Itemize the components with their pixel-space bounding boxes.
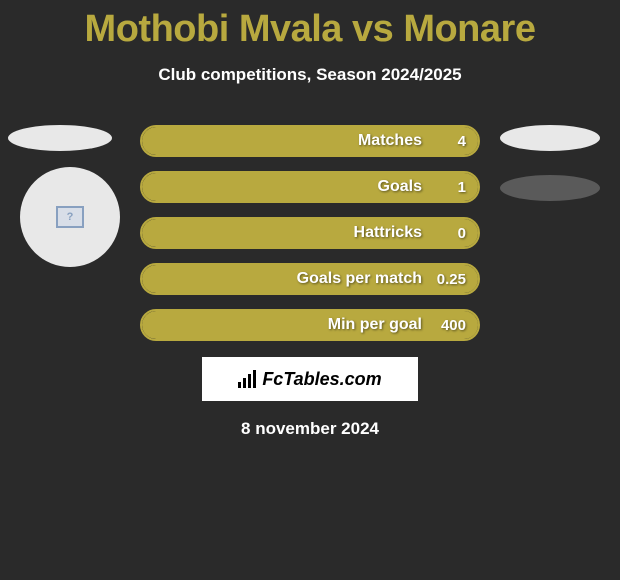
stat-bar: Goals per match0.25 <box>140 263 480 295</box>
stat-value: 4 <box>458 127 466 155</box>
stat-bar: Min per goal 400 <box>140 309 480 341</box>
stat-label: Min per goal <box>142 311 430 339</box>
stat-value: 0.25 <box>437 265 466 293</box>
player-avatar-right-bottom <box>500 175 600 201</box>
stat-value: 400 <box>441 311 466 339</box>
stat-label: Goals per match <box>142 265 430 293</box>
brand-logo-box: FcTables.com <box>202 357 418 401</box>
player-avatar-right-top <box>500 125 600 151</box>
bar-chart-icon <box>238 370 256 388</box>
stat-label: Matches <box>142 127 430 155</box>
stat-value: 0 <box>458 219 466 247</box>
content-area: ? Matches 4 Goals 1 Hattricks 0 Goals per matc… <box>0 125 620 439</box>
stat-label: Hattricks <box>142 219 430 247</box>
stat-bar: Matches 4 <box>140 125 480 157</box>
stat-value: 1 <box>458 173 466 201</box>
badge-placeholder-icon: ? <box>56 206 84 228</box>
subtitle: Club competitions, Season 2024/2025 <box>0 65 620 85</box>
stat-label: Goals <box>142 173 430 201</box>
stats-bars: Matches 4 Goals 1 Hattricks 0 Goals per match0… <box>140 125 480 341</box>
player-avatar-left <box>8 125 112 151</box>
brand-logo-text: FcTables.com <box>262 369 381 390</box>
stat-bar: Hattricks 0 <box>140 217 480 249</box>
date-text: 8 november 2024 <box>0 419 620 439</box>
brand-logo: FcTables.com <box>238 369 381 390</box>
page-title: Mothobi Mvala vs Monare <box>0 0 620 51</box>
stat-bar: Goals 1 <box>140 171 480 203</box>
team-badge-left: ? <box>20 167 120 267</box>
